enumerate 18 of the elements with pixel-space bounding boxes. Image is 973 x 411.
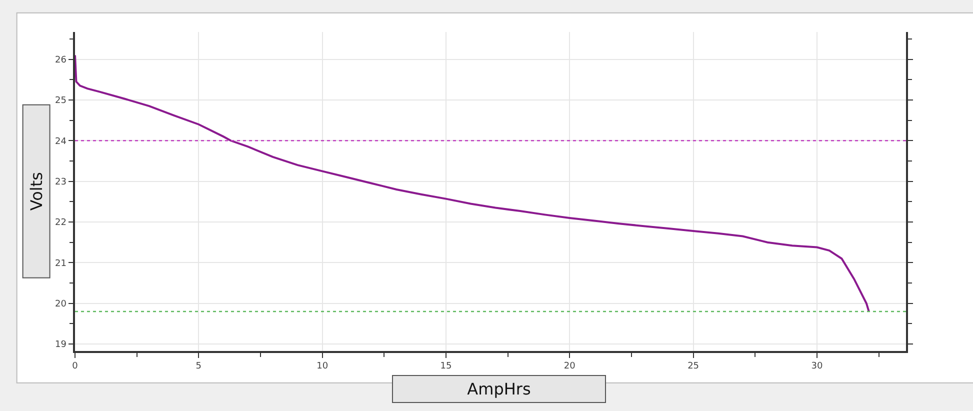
line-series [75, 54, 870, 313]
y-tick-label: 20 [54, 300, 67, 310]
y-axis-title: Volts [26, 172, 46, 211]
x-tick-label: 5 [196, 362, 202, 372]
y-tick-label: 19 [54, 340, 67, 350]
x-tick-label: 0 [72, 362, 78, 372]
x-tick-label: 25 [688, 362, 700, 372]
y-tick-label: 25 [54, 96, 66, 106]
x-tick-label: 15 [440, 362, 452, 372]
y-tick-label: 21 [54, 258, 66, 269]
x-tick-label: 20 [564, 362, 576, 372]
y-tick-label: 22 [54, 218, 66, 228]
x-tick-label: 30 [811, 362, 823, 372]
x-tick-label: 10 [316, 362, 328, 372]
y-tick-label: 23 [54, 177, 66, 188]
y-tick-label: 24 [54, 136, 67, 147]
x-axis-title: AmpHrs [467, 380, 531, 398]
y-tick-label: 26 [54, 55, 67, 66]
